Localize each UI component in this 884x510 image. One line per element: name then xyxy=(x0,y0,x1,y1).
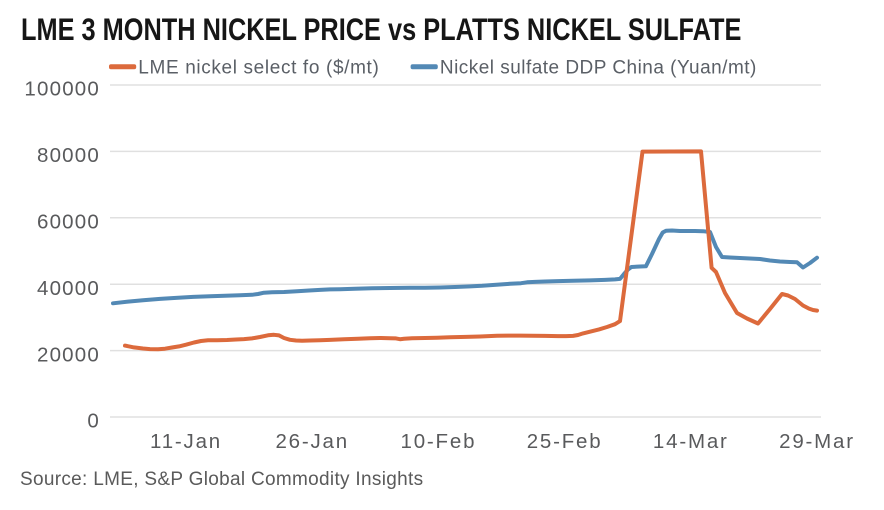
svg-text:26-Jan: 26-Jan xyxy=(275,430,348,453)
svg-text:29-Mar: 29-Mar xyxy=(779,430,855,453)
svg-text:25-Feb: 25-Feb xyxy=(527,430,603,453)
svg-text:0: 0 xyxy=(87,410,100,433)
svg-text:Source: LME, S&P Global Commod: Source: LME, S&P Global Commodity Insigh… xyxy=(20,469,423,490)
svg-text:11-Jan: 11-Jan xyxy=(150,430,222,453)
svg-text:Nickel sulfate DDP China (Yuan: Nickel sulfate DDP China (Yuan/mt) xyxy=(440,57,757,78)
svg-text:100000: 100000 xyxy=(24,78,100,101)
svg-text:20000: 20000 xyxy=(37,343,100,366)
svg-text:60000: 60000 xyxy=(37,211,100,234)
svg-text:LME 3 MONTH NICKEL PRICE vs PL: LME 3 MONTH NICKEL PRICE vs PLATTS NICKE… xyxy=(21,12,741,47)
svg-text:14-Mar: 14-Mar xyxy=(653,430,729,453)
svg-text:10-Feb: 10-Feb xyxy=(401,430,477,453)
svg-text:40000: 40000 xyxy=(37,277,100,300)
svg-text:80000: 80000 xyxy=(37,144,100,167)
svg-text:LME nickel select fo ($/mt): LME nickel select fo ($/mt) xyxy=(138,57,379,78)
